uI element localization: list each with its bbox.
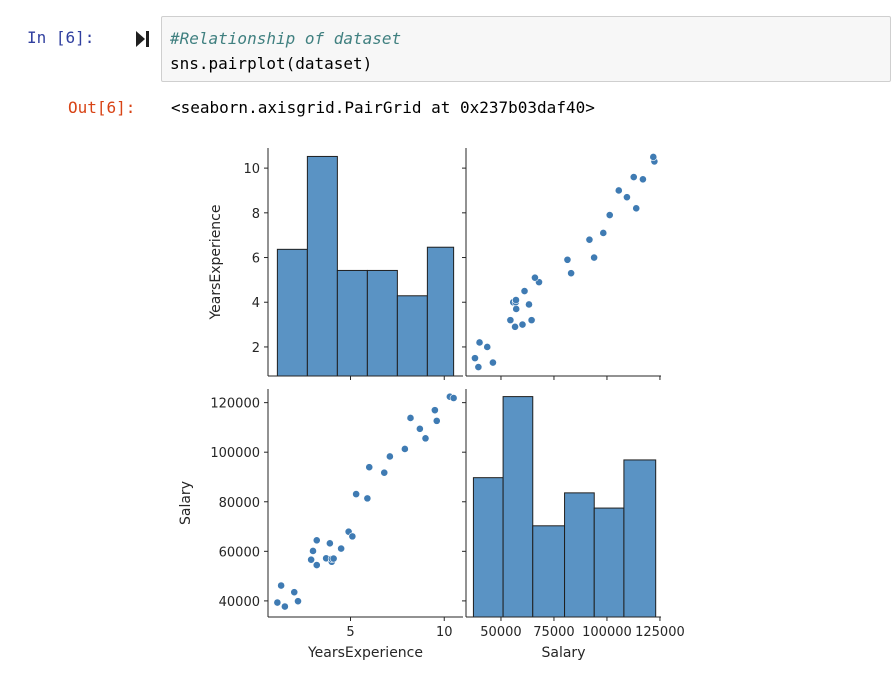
histogram-bar-salary xyxy=(593,507,625,618)
scatter-point-years-vs-salary xyxy=(489,358,497,367)
scatter-point-salary-vs-years xyxy=(312,536,321,545)
scatter-point-salary-vs-years xyxy=(312,561,321,569)
scatter-point-years-vs-salary xyxy=(471,354,479,363)
histogram-bar-salary xyxy=(532,525,566,618)
x-tick-label-years: 5 xyxy=(346,625,354,640)
scatter-point-years-vs-salary xyxy=(512,305,521,313)
scatter-point-years-vs-salary xyxy=(639,175,647,184)
y-tick-label-years: 10 xyxy=(243,162,260,177)
scatter-point-years-vs-salary xyxy=(605,211,614,219)
scatter-point-salary-vs-years xyxy=(307,555,316,564)
scatter-point-years-vs-salary xyxy=(585,235,594,244)
scatter-point-years-vs-salary xyxy=(599,229,608,237)
scatter-point-years-vs-salary xyxy=(623,193,631,202)
scatter-point-salary-vs-years xyxy=(365,463,374,472)
x-axis-label-years: YearsExperience xyxy=(307,645,423,661)
scatter-point-salary-vs-years xyxy=(432,416,441,425)
y-tick-label-salary: 80000 xyxy=(219,496,260,511)
x-tick-label-salary: 100000 xyxy=(582,625,632,640)
scatter-point-years-vs-salary xyxy=(563,255,572,264)
y-tick-label-years: 2 xyxy=(252,341,260,356)
x-tick-label-years: 10 xyxy=(436,625,453,640)
pairplot-figure: 2 4 6 8 10 40000 60000 80000 100000 120000 5 10 5000… xyxy=(178,148,685,661)
scatter-point-salary-vs-years xyxy=(380,468,389,477)
output-text: <seaborn.axisgrid.PairGrid at 0x237b03da… xyxy=(171,98,595,117)
histogram-bar-years xyxy=(336,269,368,377)
scatter-point-salary-vs-years xyxy=(348,532,357,541)
x-tick-label-salary: 75000 xyxy=(533,625,574,640)
code-comment: #Relationship of dataset xyxy=(170,29,402,48)
scatter-point-salary-vs-years xyxy=(329,554,338,563)
histogram-bar-years xyxy=(396,295,428,377)
x-tick-label-salary: 125000 xyxy=(635,625,685,640)
output-prompt: Out[6]: xyxy=(68,98,136,117)
code-cell-editor[interactable]: #Relationship of dataset sns.pairplot(da… xyxy=(161,16,891,82)
scatter-point-years-vs-salary xyxy=(520,287,529,295)
histogram-bar-salary xyxy=(564,492,595,618)
y-tick-label-years: 8 xyxy=(252,207,260,222)
scatter-point-salary-vs-years xyxy=(337,544,346,553)
y-tick-label-salary: 40000 xyxy=(219,595,260,610)
scatter-point-salary-vs-years xyxy=(415,424,424,433)
histogram-bar-salary xyxy=(472,477,504,618)
scatter-point-years-vs-salary xyxy=(590,253,599,262)
y-tick-label-salary: 120000 xyxy=(210,397,260,412)
scatter-point-salary-vs-years xyxy=(430,406,439,415)
scatter-point-years-vs-salary xyxy=(506,316,515,325)
scatter-point-years-vs-salary xyxy=(512,296,520,304)
histogram-bar-salary xyxy=(502,396,534,618)
scatter-point-years-vs-salary xyxy=(632,204,641,213)
scatter-point-years-vs-salary xyxy=(511,322,519,331)
histogram-bar-years xyxy=(306,155,338,377)
scatter-point-years-vs-salary xyxy=(567,269,576,278)
histogram-bar-salary xyxy=(623,459,657,618)
scatter-point-salary-vs-years xyxy=(449,394,458,402)
scatter-point-salary-vs-years xyxy=(280,602,289,611)
histogram-bar-years xyxy=(366,269,398,377)
scatter-point-salary-vs-years xyxy=(385,452,394,461)
scatter-point-years-vs-salary xyxy=(527,316,536,325)
x-axis-label-salary: Salary xyxy=(542,645,586,661)
scatter-point-salary-vs-years xyxy=(363,494,372,503)
x-tick-label-salary: 50000 xyxy=(480,625,521,640)
run-cell-icon[interactable] xyxy=(136,30,150,48)
histogram-bar-years xyxy=(276,248,308,377)
scatter-point-salary-vs-years xyxy=(273,598,282,607)
y-axis-label-salary: Salary xyxy=(178,481,194,525)
scatter-point-salary-vs-years xyxy=(277,581,286,590)
scatter-point-years-vs-salary xyxy=(474,363,483,371)
y-tick-label-years: 4 xyxy=(252,296,260,311)
scatter-point-years-vs-salary xyxy=(483,343,492,351)
histogram-bar-years xyxy=(426,246,455,377)
scatter-point-salary-vs-years xyxy=(352,490,361,499)
scatter-point-salary-vs-years xyxy=(309,547,317,555)
scatter-point-years-vs-salary xyxy=(525,300,533,309)
y-tick-label-salary: 100000 xyxy=(210,446,260,461)
scatter-point-salary-vs-years xyxy=(421,434,430,443)
scatter-point-salary-vs-years xyxy=(406,414,415,422)
scatter-point-years-vs-salary xyxy=(518,320,527,329)
scatter-point-salary-vs-years xyxy=(290,588,299,597)
scatter-point-years-vs-salary xyxy=(475,338,484,347)
input-prompt: In [6]: xyxy=(27,28,95,47)
scatter-point-salary-vs-years xyxy=(400,445,409,453)
scatter-point-salary-vs-years xyxy=(325,539,334,548)
code-line: sns.pairplot(dataset) xyxy=(170,54,373,73)
y-tick-label-years: 6 xyxy=(252,252,260,267)
scatter-point-years-vs-salary xyxy=(629,173,638,181)
y-tick-label-salary: 60000 xyxy=(219,545,260,560)
scatter-point-salary-vs-years xyxy=(294,597,302,606)
y-axis-label-years: YearsExperience xyxy=(208,204,224,320)
scatter-point-years-vs-salary xyxy=(614,186,623,195)
scatter-point-years-vs-salary xyxy=(649,153,658,161)
scatter-point-years-vs-salary xyxy=(531,273,539,282)
